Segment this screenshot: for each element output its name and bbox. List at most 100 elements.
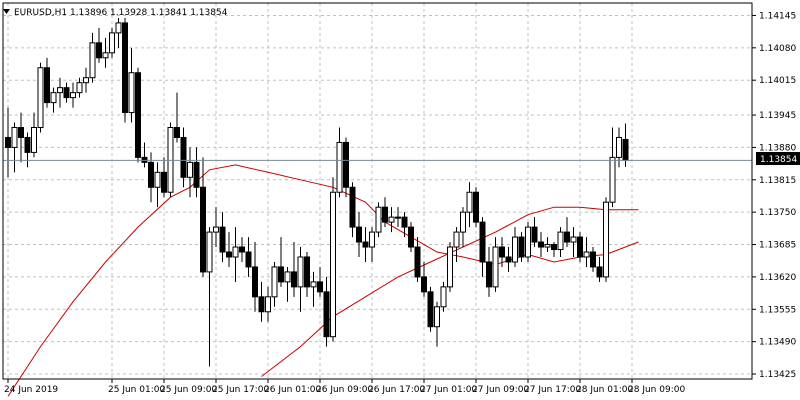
candle-body (219, 226, 226, 253)
candle-body (11, 127, 18, 148)
candle-body (304, 256, 310, 288)
candle-body (362, 241, 369, 248)
candle-body (115, 22, 122, 34)
candle (375, 202, 382, 238)
candle (460, 207, 466, 248)
candle-body (154, 171, 161, 188)
candle-body (388, 216, 395, 223)
candle-body (343, 141, 349, 188)
candle (76, 77, 83, 98)
candle (473, 187, 479, 228)
candle-body (531, 226, 538, 243)
candle-body (57, 87, 63, 94)
candle (609, 127, 616, 208)
x-tick-label: 25 Jun 01:00 (108, 385, 165, 395)
candle (141, 142, 148, 168)
candle (317, 266, 323, 297)
candle (11, 122, 18, 173)
candle-body (265, 296, 271, 313)
y-tick-label: 1.13750 (759, 208, 796, 218)
candle (213, 207, 219, 248)
candle (50, 87, 57, 113)
candle-body (369, 231, 375, 248)
symbol-info: EURUSD,H1 1.13896 1.13928 1.13841 1.1385… (14, 8, 228, 18)
candle (102, 37, 109, 68)
candle-body (148, 161, 154, 188)
current-price-label: 1.13854 (760, 155, 797, 165)
candle-body (63, 87, 70, 99)
candle-body (395, 216, 401, 219)
candle (245, 237, 252, 277)
candle-body (96, 42, 102, 59)
candle-body (551, 244, 557, 251)
candle (187, 147, 193, 198)
candle-body (401, 216, 408, 228)
candle-body (187, 161, 193, 178)
candle-body (213, 226, 219, 233)
x-tick-label: 27 Jun 01:00 (420, 385, 477, 395)
candle (304, 252, 310, 297)
candle-body (24, 136, 31, 153)
candle-body (70, 92, 76, 99)
candle (135, 67, 141, 163)
candle-body (278, 266, 284, 283)
candle (83, 67, 89, 93)
candle-body (499, 246, 505, 258)
x-tick-label: 25 Jun 17:00 (212, 385, 269, 395)
candle-body (200, 186, 206, 273)
candle-body (460, 211, 466, 233)
candle-body (525, 226, 531, 258)
x-tick-label: 27 Jun 09:00 (472, 385, 529, 395)
candle-body (414, 246, 421, 278)
candle-body (5, 136, 11, 148)
candle-body (258, 296, 265, 313)
dropdown-triangle-icon[interactable] (3, 9, 10, 14)
chart-axes: 1.14145 1.14080 1.14015 1.13945 1.13880 1.138… (2, 2, 796, 395)
candle-body (284, 271, 291, 283)
candle-body (239, 246, 245, 253)
candle (265, 286, 271, 322)
candle-body (330, 191, 336, 338)
candle (115, 17, 122, 48)
candle (174, 92, 180, 143)
x-tick-label: 26 Jun 09:00 (316, 385, 373, 395)
candle-body (349, 186, 356, 228)
candle-body (102, 52, 109, 59)
x-tick-label: 26 Jun 01:00 (264, 385, 321, 395)
candle (37, 62, 44, 133)
candle (395, 207, 401, 228)
y-tick-label: 1.14145 (759, 11, 796, 21)
candle (551, 242, 557, 257)
candle (336, 127, 343, 198)
candle (291, 242, 297, 297)
candle-body (408, 226, 414, 248)
x-tick-label: 25 Jun 09:00 (160, 385, 217, 395)
candle-body (557, 231, 564, 251)
candle (239, 237, 245, 262)
candle (57, 77, 63, 108)
candle-body (161, 171, 167, 193)
y-tick-label: 1.13555 (759, 305, 796, 315)
candle-body (76, 82, 83, 94)
candle (180, 127, 187, 188)
candle (24, 132, 31, 168)
candle (564, 217, 570, 248)
y-tick-label: 1.13490 (759, 338, 796, 348)
candle-body (37, 67, 44, 129)
candle (369, 227, 375, 262)
candle-body (434, 306, 440, 328)
candle (382, 197, 388, 228)
candle-body (317, 281, 323, 293)
candle-body (135, 72, 141, 158)
candle (343, 137, 349, 198)
candle (440, 281, 447, 312)
candle (122, 17, 128, 123)
candle-body (245, 251, 252, 268)
candle (583, 237, 590, 267)
candle (161, 157, 167, 198)
candle (596, 256, 603, 282)
ma-fast-line (7, 164, 639, 397)
candle (154, 162, 161, 208)
candle (408, 222, 414, 253)
candle-body (479, 221, 486, 263)
